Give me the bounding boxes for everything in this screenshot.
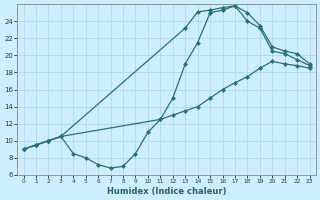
X-axis label: Humidex (Indice chaleur): Humidex (Indice chaleur) bbox=[107, 187, 226, 196]
